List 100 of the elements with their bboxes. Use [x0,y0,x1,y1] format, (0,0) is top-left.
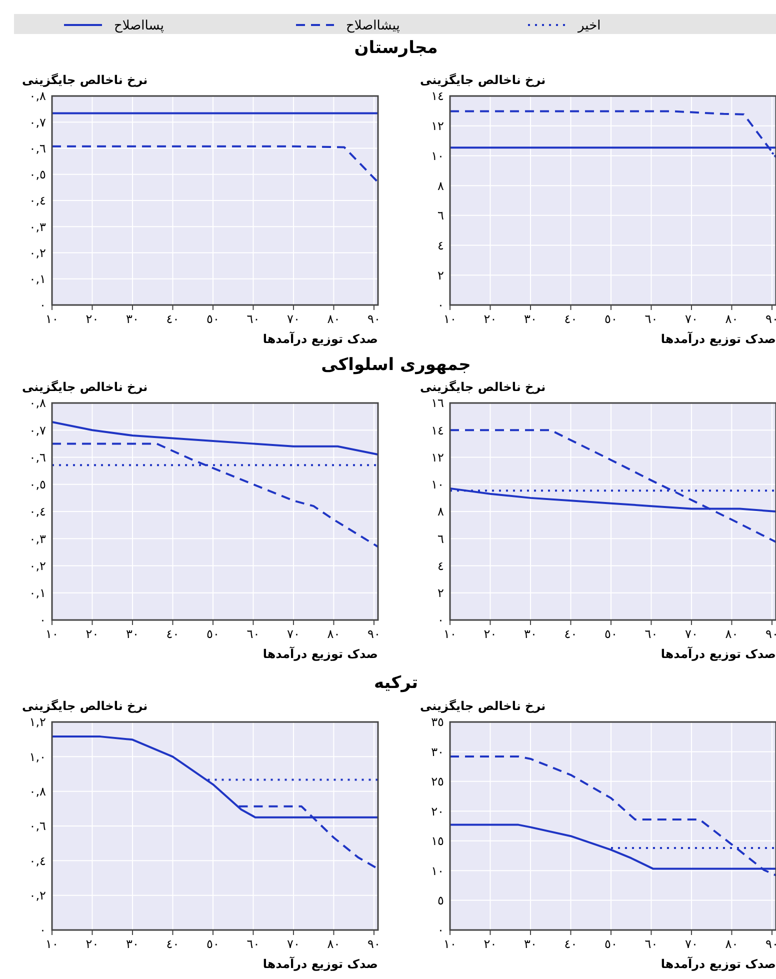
y-tick-label: ٣٠ [431,744,444,759]
y-tick-label: ١٠ [431,864,444,878]
x-tick-label: ٤٠ [564,627,578,641]
y-tick-label: ٨ [438,178,445,193]
y-tick-label: ٢ [438,268,444,282]
chart-title: مجارستان [354,38,438,58]
x-tick-label: ٩٠ [766,627,776,641]
x-tick-label: ٥٠ [206,937,220,951]
y-tick-label: ٠,١ [29,586,46,600]
x-tick-label: ٧٠ [685,937,698,951]
x-tick-label: ٧٠ [287,312,300,326]
x-tick-label: ٩٠ [368,312,380,326]
y-axis-title: نرخ ناخالص جایگزینی [420,73,546,87]
x-tick-label: ٤٠ [564,937,578,951]
x-tick-label: ٦٠ [246,312,260,326]
y-tick-label: ٦ [438,208,444,223]
y-tick-label: ٤ [438,558,444,573]
x-tick-label: ٣٠ [126,937,139,951]
x-tick-label: ٧٠ [287,937,300,951]
y-tick-label: ٠,٦ [29,450,46,464]
y-tick-label: ١,٢ [29,715,46,730]
x-tick-label: ٨٠ [725,937,738,951]
x-tick-label: ٤٠ [166,937,180,951]
x-tick-label: ٧٠ [685,627,698,641]
y-axis-title: نرخ ناخالص جایگزینی [22,699,148,713]
x-tick-label: ٢٠ [86,312,99,326]
x-tick-label: ٨٠ [327,937,340,951]
x-tick-label: ٥٠ [604,312,618,326]
x-tick-label: ٢٠ [484,627,497,641]
y-tick-label: ١٢ [431,119,444,134]
y-tick-label: ١٤ [431,423,444,438]
x-tick-label: ٤٠ [166,627,180,641]
x-tick-label: ٩٠ [368,937,380,951]
y-tick-label: ٠,٥ [29,168,46,182]
y-tick-label: ٥ [438,893,444,908]
y-tick-label: ١٠ [431,148,444,163]
x-tick-label: ٣٠ [524,627,537,641]
y-tick-label: ١٠ [431,478,444,492]
x-tick-label: ٨٠ [725,312,738,326]
x-tick-label: ٦٠ [644,312,658,326]
x-tick-label: ٤٠ [564,312,578,326]
x-tick-label: ٥٠ [206,312,220,326]
x-tick-label: ٤٠ [166,312,180,326]
y-tick-label: ٠,٧ [29,115,47,130]
x-tick-label: ٦٠ [644,937,658,951]
x-tick-label: ٩٠ [766,937,776,951]
y-tick-label: ٨ [438,504,445,519]
y-tick-label: ٠,٨ [29,89,47,104]
y-axis-title: نرخ ناخالص جایگزینی [420,380,546,394]
y-tick-label: ٠ [438,923,444,938]
y-tick-label: ٠,٨ [29,784,47,799]
y-tick-label: ٢٠ [431,804,444,818]
x-tick-label: ٥٠ [206,627,220,641]
x-tick-label: ٣٠ [524,937,537,951]
y-tick-label: ٠,١ [29,272,46,286]
y-tick-label: ٠ [438,298,444,312]
y-tick-label: ١٦ [431,396,444,410]
y-tick-label: ٢٥ [431,774,444,789]
y-tick-label: ٠,٣ [29,532,47,546]
y-tick-label: ٢ [438,586,444,600]
y-tick-label: ١٢ [431,450,444,464]
y-tick-label: ٠,٤ [29,854,46,868]
y-axis-title: نرخ ناخالص جایگزینی [420,699,546,713]
x-tick-label: ٣٠ [524,312,537,326]
y-tick-label: ٠,٥ [29,478,46,492]
x-tick-label: ٥٠ [604,627,618,641]
y-tick-label: ٠,٧ [29,423,47,438]
y-tick-label: ١٥ [431,834,444,848]
y-tick-label: ٠ [40,613,46,628]
y-tick-label: ٠,٢ [29,246,46,260]
y-tick-label: ٠,٤ [29,504,46,519]
y-tick-label: ١٤ [431,89,444,104]
x-tick-label: ٦٠ [246,627,260,641]
legend-label: پسااصلاح [114,18,164,34]
y-tick-label: ٤ [438,238,444,252]
x-tick-label: ٦٠ [246,937,260,951]
y-tick-label: ٦ [438,532,444,546]
y-tick-label: ٠,٤ [29,194,46,208]
x-tick-label: ٧٠ [685,312,698,326]
x-tick-label: ٧٠ [287,627,300,641]
x-tick-label: ٣٠ [126,312,139,326]
x-tick-label: ٢٠ [484,312,497,326]
x-tick-label: ٢٠ [86,627,99,641]
x-tick-label: ٢٠ [484,937,497,951]
chart-title: جمهوری اسلواکی [321,355,471,375]
chart-title: ترکیه [374,673,418,693]
y-tick-label: ٣٥ [431,715,444,730]
x-axis-title: صدک توزیع درآمدها [660,331,776,346]
y-axis-title: نرخ ناخالص جایگزینی [22,380,148,394]
x-tick-label: ٨٠ [327,312,340,326]
y-tick-label: ٠,٢ [29,888,46,903]
x-axis-title: صدک توزیع درآمدها [262,331,378,346]
y-tick-label: ٠ [40,298,46,312]
x-axis-title: صدک توزیع درآمدها [660,956,776,971]
y-axis-title: نرخ ناخالص جایگزینی [22,73,148,87]
y-tick-label: ٠,٢ [29,558,46,573]
legend-label: اخیر [577,18,601,34]
x-tick-label: ٨٠ [327,627,340,641]
x-tick-label: ٩٠ [766,312,776,326]
y-tick-label: ٠,٦ [29,819,46,834]
